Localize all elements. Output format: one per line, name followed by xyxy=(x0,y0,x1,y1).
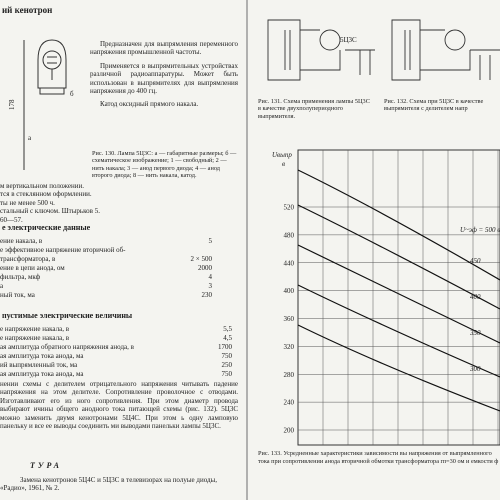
row-label: трансформатора, в xyxy=(0,255,56,263)
paragraph: Применяется в выпрямительных устройствах… xyxy=(90,61,238,96)
y-tick-label: 480 xyxy=(284,231,295,239)
table-row: ение накала, в 5 xyxy=(0,237,212,246)
fig-label: б xyxy=(70,90,74,98)
row-value: 3 xyxy=(208,282,213,290)
tube-label: 5Ц3С xyxy=(340,36,357,44)
table-row: ая амплитуда тока анода, ма 750 xyxy=(0,370,232,379)
note: м вертикальном положении. xyxy=(0,182,85,190)
row-value: 230 xyxy=(201,291,213,299)
row-value: 5 xyxy=(208,237,213,245)
row-value: 2 × 500 xyxy=(190,255,212,263)
row-label: ный ток, ма xyxy=(0,291,35,299)
curve xyxy=(297,204,500,310)
table-row: е напряжение накала, в 4,5 xyxy=(0,334,232,343)
table-row: е напряжение накала, в 5,5 xyxy=(0,325,232,334)
y-tick-label: 440 xyxy=(284,259,295,267)
row-label: ение в цепи анода, ом xyxy=(0,264,65,272)
row-value: 750 xyxy=(221,352,233,360)
table-row: ение в цепи анода, ом 2000 xyxy=(0,264,212,273)
table-row: трансформатора, в 2 × 500 xyxy=(0,255,212,264)
notes: м вертикальном положении. тся в стеклянн… xyxy=(0,182,200,224)
row-value: 750 xyxy=(221,370,233,378)
row-value: 5,5 xyxy=(223,325,232,333)
curve-label: 450 xyxy=(470,257,481,265)
y-tick-label: 360 xyxy=(284,315,295,323)
plot-frame xyxy=(297,149,500,446)
caption: Рис. 131. Схема применения лампы 5Ц3С в … xyxy=(258,98,370,120)
note: 60—57. xyxy=(0,215,23,224)
y-tick-label: 400 xyxy=(284,287,295,295)
curve-label: 300 xyxy=(469,365,481,373)
row-label: ий выпрямленный ток, ма xyxy=(0,361,78,369)
row-label: ая амплитуда тока анода, ма xyxy=(0,370,84,378)
note: тся в стеклянном оформлении. xyxy=(0,190,92,199)
row-value: 250 xyxy=(221,361,233,369)
y-tick-label: 240 xyxy=(284,399,295,407)
caption-title: Рис. 130. Лампа 5Ц3С: xyxy=(92,150,153,157)
table-row: фильтра, мкф 4 xyxy=(0,273,212,282)
paragraph: Катод оксидный прямого накала. xyxy=(100,100,199,109)
note: ты не менее 500 ч. xyxy=(0,198,55,207)
row-label: е напряжение накала, в xyxy=(0,334,70,342)
row-label: фильтра, мкф xyxy=(0,273,41,281)
paragraph: Предназначен для выпрямления переменного… xyxy=(90,40,238,57)
reference: Замена кенотронов 5Ц4С и 5Ц3С в телевизо… xyxy=(0,476,218,493)
heading: ий кенотрон xyxy=(2,5,53,15)
section-heading: пустимые электрические величины xyxy=(2,311,133,320)
curve xyxy=(297,284,500,378)
note: стальный с ключом. Штырьков 5. xyxy=(0,207,100,216)
caption-text: а — габаритные размеры; б — схематическо… xyxy=(92,150,237,180)
fig-label: а xyxy=(28,134,32,142)
table-row: ий выпрямленный ток, ма 250 xyxy=(0,361,232,370)
curve xyxy=(297,169,500,281)
row-label: ая амплитуда тока анода, ма xyxy=(0,352,84,360)
ratings-table: ение накала, в 5 е эффективное напряжение … xyxy=(0,237,212,300)
table-row: ая амплитуда обратного напряжения анода,… xyxy=(0,343,232,352)
table-row: ая амплитуда тока анода, ма 750 xyxy=(0,352,232,361)
y-tick-label: 520 xyxy=(284,204,295,212)
table-row: е эффективное напряжение вторичной об- xyxy=(0,246,212,255)
section-heading: ТУРА xyxy=(30,461,62,470)
axis-label: Uвыпр xyxy=(272,151,292,159)
table-row: ный ток, ма 230 xyxy=(0,291,212,300)
curve xyxy=(297,324,500,412)
curve xyxy=(297,244,500,344)
row-label: е эффективное напряжение вторичной об- xyxy=(0,246,126,254)
curve-label: U~эф = 500 в xyxy=(460,226,500,234)
dimension: 178 xyxy=(8,99,16,110)
section-heading: е электрические данные xyxy=(2,223,91,232)
row-value: 1700 xyxy=(218,343,232,351)
limits-table: е напряжение накала, в 5,5 е напряжение на… xyxy=(0,325,232,379)
row-value: 2000 xyxy=(198,264,212,272)
caption: Рис. 130. Лампа 5Ц3С: а — габаритные раз… xyxy=(92,150,238,180)
axis-unit: в xyxy=(282,160,285,168)
caption: Рис. 132. Схема при 5Ц3С в качестве выпр… xyxy=(384,98,484,113)
body-text: нении схемы с делителем отрицательного н… xyxy=(0,380,238,431)
row-value: 4 xyxy=(208,273,213,281)
row-value: 4,5 xyxy=(223,334,232,342)
y-tick-label: 200 xyxy=(284,427,295,435)
y-tick-label: 320 xyxy=(284,343,295,351)
caption: Рис. 133. Усредненные характеристики зав… xyxy=(258,450,499,465)
intro: Предназначен для выпрямления переменного… xyxy=(90,40,238,109)
row-label: ение накала, в xyxy=(0,237,43,245)
row-label: ая амплитуда обратного напряжения анода,… xyxy=(0,343,134,351)
row-label: а xyxy=(0,282,4,290)
curve-label: 350 xyxy=(469,329,481,337)
row-label: е напряжение накала, в xyxy=(0,325,70,333)
curve-label: 400 xyxy=(470,293,481,301)
y-tick-label: 280 xyxy=(284,371,295,379)
